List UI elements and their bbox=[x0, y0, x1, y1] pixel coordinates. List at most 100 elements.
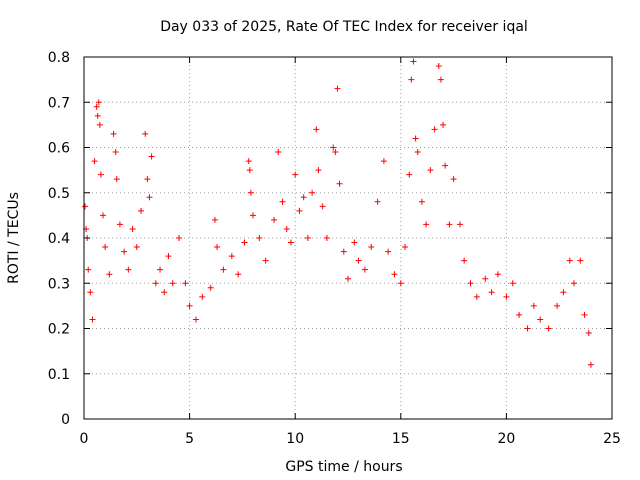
data-point bbox=[566, 257, 573, 264]
data-point bbox=[129, 225, 136, 232]
data-point bbox=[144, 176, 151, 183]
data-point bbox=[456, 221, 463, 228]
data-point bbox=[537, 316, 544, 323]
data-point bbox=[488, 289, 495, 296]
data-point bbox=[241, 239, 248, 246]
y-tick-label: 0 bbox=[61, 412, 70, 428]
data-point bbox=[249, 212, 256, 219]
data-point bbox=[397, 280, 404, 287]
data-point bbox=[509, 280, 516, 287]
data-point bbox=[410, 58, 417, 65]
data-point bbox=[271, 216, 278, 223]
data-point bbox=[361, 266, 368, 273]
data-point bbox=[113, 176, 120, 183]
data-point bbox=[319, 203, 326, 210]
data-point bbox=[148, 153, 155, 160]
data-point bbox=[245, 158, 252, 165]
data-point bbox=[560, 289, 567, 296]
data-point bbox=[315, 167, 322, 174]
y-axis-title: ROTI / TECUs bbox=[6, 192, 22, 284]
x-tick-label: 0 bbox=[80, 431, 89, 447]
tick-labels: 0 5 10 15 20 25 0 0.1 0.2 0.3 0.4 0.5 0.6 0.7 0.8 bbox=[48, 50, 621, 447]
data-point bbox=[95, 99, 102, 106]
data-point bbox=[545, 325, 552, 332]
data-point bbox=[406, 171, 413, 178]
data-point bbox=[85, 266, 92, 273]
data-point bbox=[418, 198, 425, 205]
data-point bbox=[516, 311, 523, 318]
y-tick-label: 0.6 bbox=[48, 141, 70, 157]
data-point bbox=[125, 266, 132, 273]
data-point bbox=[385, 248, 392, 255]
x-tick-label: 20 bbox=[497, 431, 515, 447]
data-point bbox=[82, 203, 89, 210]
data-point bbox=[142, 130, 149, 137]
data-point bbox=[292, 171, 299, 178]
data-point bbox=[581, 311, 588, 318]
data-point bbox=[296, 207, 303, 214]
data-point bbox=[121, 248, 128, 255]
y-tick-label: 0.2 bbox=[48, 322, 70, 338]
data-point bbox=[116, 221, 123, 228]
data-point bbox=[146, 194, 153, 201]
data-point bbox=[442, 162, 449, 169]
data-point bbox=[304, 235, 311, 241]
data-point bbox=[414, 149, 421, 156]
data-point bbox=[332, 149, 339, 156]
data-point bbox=[309, 189, 316, 196]
data-point bbox=[100, 212, 107, 219]
data-point bbox=[351, 239, 358, 246]
data-point bbox=[176, 235, 183, 241]
data-point bbox=[587, 361, 594, 368]
data-point bbox=[530, 302, 537, 309]
data-point bbox=[182, 280, 189, 287]
y-tick-label: 0.7 bbox=[48, 95, 70, 111]
data-point bbox=[313, 126, 320, 133]
data-point bbox=[106, 271, 113, 278]
grid bbox=[84, 57, 612, 419]
data-point bbox=[169, 280, 176, 287]
y-tick-label: 0.1 bbox=[48, 367, 70, 383]
data-point bbox=[246, 167, 253, 174]
data-point bbox=[94, 112, 101, 119]
data-point bbox=[380, 158, 387, 165]
data-point bbox=[89, 316, 96, 323]
data-point bbox=[287, 239, 294, 246]
data-point bbox=[186, 302, 193, 309]
data-point bbox=[161, 289, 168, 296]
y-tick-label: 0.5 bbox=[48, 186, 70, 202]
data-point bbox=[570, 280, 577, 287]
data-point bbox=[192, 316, 199, 323]
data-point bbox=[423, 221, 430, 228]
data-point bbox=[214, 244, 221, 251]
data-point bbox=[262, 257, 269, 264]
x-axis-title: GPS time / hours bbox=[285, 459, 402, 475]
data-point bbox=[408, 76, 415, 83]
data-point bbox=[427, 167, 434, 174]
data-point bbox=[368, 244, 375, 251]
data-point bbox=[279, 198, 286, 205]
x-tick-label: 15 bbox=[392, 431, 410, 447]
x-tick-label: 10 bbox=[286, 431, 304, 447]
data-point bbox=[112, 149, 119, 156]
data-point bbox=[211, 216, 218, 223]
data-point bbox=[87, 289, 94, 296]
data-point bbox=[133, 244, 140, 251]
y-tick-label: 0.8 bbox=[48, 50, 70, 66]
data-point bbox=[461, 257, 468, 264]
data-point bbox=[494, 271, 501, 278]
data-point bbox=[450, 176, 457, 183]
data-point bbox=[355, 257, 362, 264]
data-point bbox=[340, 248, 347, 255]
data-point bbox=[323, 235, 330, 241]
data-point bbox=[247, 189, 254, 196]
data-point bbox=[102, 244, 109, 251]
data-point bbox=[473, 293, 480, 300]
data-point bbox=[207, 284, 214, 291]
data-point bbox=[524, 325, 531, 332]
data-point bbox=[228, 253, 235, 260]
x-tick-label: 5 bbox=[185, 431, 194, 447]
data-point bbox=[554, 302, 561, 309]
data-point bbox=[275, 149, 282, 156]
data-point bbox=[585, 330, 592, 337]
